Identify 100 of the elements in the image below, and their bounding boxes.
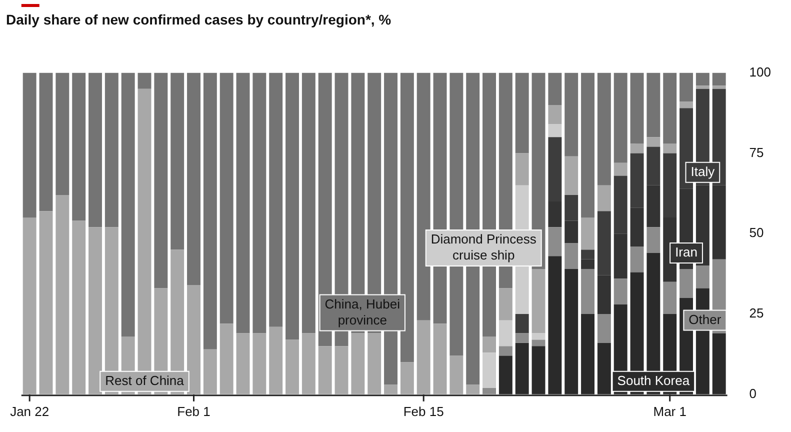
bar: [56, 195, 70, 394]
x-tick-label: Mar 1: [653, 404, 686, 419]
bar: [416, 320, 430, 394]
y-tick-label: 25: [749, 306, 764, 321]
bar: [663, 282, 677, 314]
bar: [532, 333, 546, 340]
bar: [515, 333, 529, 343]
bar: [597, 185, 611, 212]
bar: [236, 72, 250, 334]
bar: [236, 333, 250, 394]
bar: [22, 218, 36, 394]
bar: [286, 340, 299, 394]
bar: [630, 144, 644, 154]
series-label: Italy: [690, 164, 716, 179]
series-label: Iran: [675, 244, 698, 260]
bar: [630, 246, 644, 272]
bar: [318, 346, 332, 394]
bar: [646, 72, 660, 138]
bar: [680, 102, 693, 108]
bar: [170, 72, 184, 250]
y-tick-label: 75: [749, 144, 764, 160]
bar: [498, 288, 512, 320]
bar: [187, 72, 200, 286]
bar: [696, 86, 710, 89]
bar: [548, 227, 562, 256]
bar: [416, 72, 430, 320]
bar: [39, 211, 53, 394]
bar: [400, 362, 414, 394]
bar: [302, 72, 316, 334]
bar: [252, 72, 266, 334]
bar: [581, 268, 594, 314]
bar: [712, 72, 726, 86]
bar: [712, 86, 726, 89]
x-tick-label: Feb 15: [403, 404, 444, 419]
chart-title: Daily share of new confirmed cases by country/region*, %: [6, 11, 392, 28]
bar: [220, 72, 234, 324]
bar: [269, 72, 283, 327]
bar: [286, 72, 299, 340]
series-label: Diamond Princess cruise ship: [430, 232, 537, 263]
bar: [614, 72, 628, 163]
bar: [597, 72, 611, 186]
bar: [564, 243, 578, 269]
bar: [72, 220, 86, 394]
y-tick-label: 50: [749, 225, 764, 240]
bar: [597, 314, 611, 343]
bar: [646, 137, 660, 147]
y-tick-label: 0: [749, 386, 757, 401]
series-label: Other: [688, 312, 722, 327]
bar: [532, 268, 546, 334]
bar: [663, 144, 677, 154]
bar: [88, 72, 102, 228]
y-tick-label: 100: [749, 64, 772, 80]
bar: [482, 336, 496, 353]
bar: [368, 333, 382, 394]
bar: [614, 162, 628, 176]
bar: [548, 124, 562, 138]
bar: [614, 278, 628, 304]
bar: [384, 384, 398, 394]
bar: [72, 72, 86, 221]
bar: [203, 72, 217, 350]
bar: [203, 349, 217, 394]
bar: [696, 266, 710, 288]
x-tick-label: Jan 22: [10, 404, 50, 419]
bar: [269, 326, 283, 394]
bar: [564, 72, 578, 156]
series-label: China, Hubei province: [324, 296, 400, 328]
bar: [548, 104, 562, 124]
bar: [56, 72, 70, 196]
bar: [581, 218, 594, 250]
series-label: South Korea: [617, 372, 690, 388]
bar: [39, 72, 53, 212]
bar: [564, 156, 578, 196]
bar: [252, 333, 266, 394]
bar: [220, 324, 234, 394]
series-label: Rest of China: [105, 372, 185, 388]
bar: [498, 346, 512, 356]
bar: [680, 268, 693, 298]
bar: [138, 72, 152, 89]
bar: [351, 333, 365, 394]
bar: [532, 340, 546, 346]
bar: [154, 72, 168, 288]
bar: [450, 356, 464, 394]
bar: [482, 388, 496, 394]
bar: [121, 72, 135, 337]
bar: [104, 72, 118, 228]
bar: [498, 320, 512, 346]
bar: [515, 153, 529, 186]
bar: [334, 346, 348, 394]
bar: [680, 72, 693, 102]
bar: [630, 72, 644, 144]
bar: [482, 352, 496, 388]
bar: [433, 324, 447, 394]
bar: [696, 72, 710, 86]
bar: [515, 314, 529, 334]
bar: [466, 384, 480, 394]
bar: [515, 72, 529, 154]
x-tick-label: Feb 1: [177, 404, 210, 419]
bar: [581, 72, 594, 218]
bar: [548, 72, 562, 105]
bar: [22, 72, 36, 218]
